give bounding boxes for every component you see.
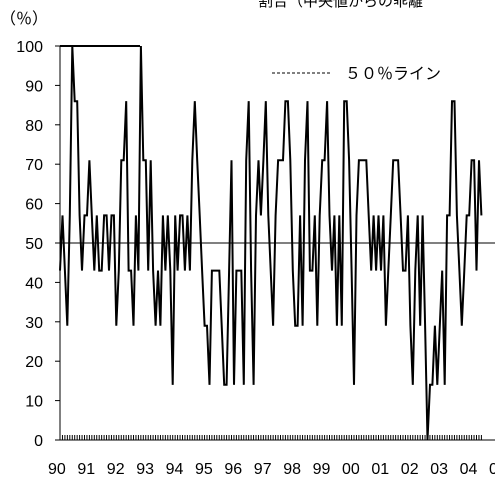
- top-caption: 割合（中央値からの乖離: [258, 0, 423, 10]
- x-tick-label: 92: [107, 461, 125, 478]
- y-tick-label: 90: [25, 78, 43, 95]
- x-tick-label: 97: [254, 461, 272, 478]
- y-tick-label: 10: [25, 394, 43, 411]
- y-tick-label: 20: [25, 354, 43, 371]
- x-tick-label: 93: [136, 461, 154, 478]
- y-tick-label: 40: [25, 275, 43, 292]
- y-tick-label: 70: [25, 157, 43, 174]
- y-tick-label: 30: [25, 315, 43, 332]
- x-tick-label: 98: [283, 461, 301, 478]
- y-unit-label: （％）: [0, 10, 48, 28]
- y-tick-label: 50: [25, 236, 43, 253]
- x-axis-minor-ticks: [59, 435, 482, 440]
- x-tick-label: 00: [342, 461, 360, 478]
- series-line: [59, 45, 483, 441]
- x-tick-label: 99: [313, 461, 331, 478]
- x-tick-label: 90: [48, 461, 66, 478]
- x-tick-label: 01: [371, 461, 389, 478]
- x-tick-label: 91: [77, 461, 95, 478]
- legend: ５０％ライン: [272, 64, 441, 83]
- x-tick-label: 03: [430, 461, 448, 478]
- x-tick-label: 94: [166, 461, 184, 478]
- x-tick-label: 96: [224, 461, 242, 478]
- y-tick-label: 60: [25, 197, 43, 214]
- x-tick-label: 04: [460, 461, 478, 478]
- y-tick-label: 0: [34, 433, 43, 450]
- x-tick-label: 95: [195, 461, 213, 478]
- y-axis-ticks: 0 10 20 30 40 50 60 70 80 90 100: [16, 39, 60, 450]
- x-tick-label: 02: [401, 461, 419, 478]
- y-tick-label: 100: [16, 39, 43, 56]
- x-axis-ticks: 909192939495969798990001020304050607: [48, 461, 495, 478]
- y-tick-label: 80: [25, 118, 43, 135]
- legend-label: ５０％ライン: [345, 64, 441, 83]
- x-tick-label: 05: [489, 461, 495, 478]
